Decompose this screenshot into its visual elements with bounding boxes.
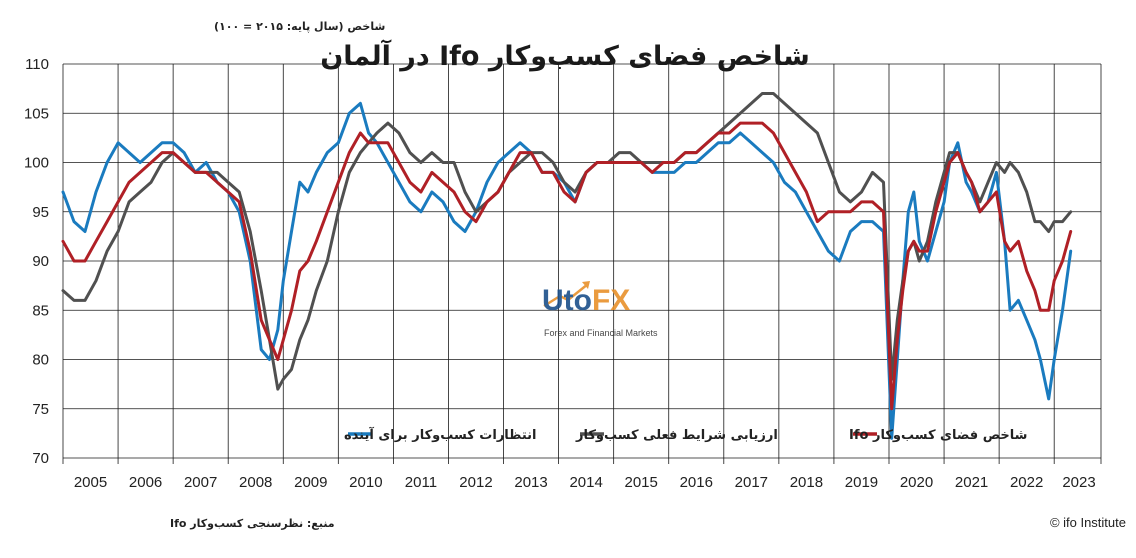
copyright-note: © ifo Institute — [1050, 515, 1126, 530]
y-tick-label: 80 — [32, 352, 49, 369]
watermark-arrow-icon — [543, 283, 589, 308]
x-tick-label: 2007 — [184, 474, 217, 491]
x-tick-label: 2009 — [294, 474, 327, 491]
utofx-watermark-logo: UtoFX Forex and Financial Markets — [542, 281, 658, 338]
y-tick-label: 95 — [32, 204, 49, 221]
x-tick-label: 2016 — [680, 474, 713, 491]
legend-label-expectations: انتظارات کسب‌وکار برای آینده — [344, 426, 537, 443]
x-tick-label: 2017 — [735, 474, 768, 491]
y-tick-label: 100 — [24, 155, 49, 172]
y-tick-label: 105 — [24, 105, 49, 122]
y-axis-unit-label: شاخص (سال پایه: ۲۰۱۵ = ۱۰۰) — [214, 20, 385, 33]
series-line-expectations — [61, 101, 1073, 440]
x-tick-label: 2005 — [74, 474, 107, 491]
x-tick-label: 2015 — [625, 474, 658, 491]
legend-label-climate: شاخص فضای کسب‌وکار Ifo — [849, 428, 1027, 443]
axes: 70 75 80 85 90 95 100 105 110 2005 2006 2007 2008 200… — [24, 56, 1096, 491]
x-tick-label: 2020 — [900, 474, 933, 491]
x-tick-label: 2012 — [459, 474, 492, 491]
watermark-accent-text: FX — [592, 284, 630, 317]
y-tick-label: 75 — [32, 401, 49, 418]
series-lines — [61, 92, 1073, 440]
legend-label-current: ارزیابی شرایط فعلی کسب‌وکار — [575, 428, 778, 443]
x-tick-label: 2006 — [129, 474, 162, 491]
x-tick-label: 2022 — [1010, 474, 1043, 491]
x-tick-label: 2018 — [790, 474, 823, 491]
source-note: منبع: نظرسنجی کسب‌وکار Ifo — [170, 517, 335, 530]
x-tick-label: 2008 — [239, 474, 272, 491]
svg-text:UtoFX: UtoFX — [542, 284, 630, 317]
legend: شاخص فضای کسب‌وکار Ifo ارزیابی شرایط فعلی… — [344, 426, 1027, 443]
x-tick-label: 2011 — [405, 474, 437, 491]
y-tick-label: 70 — [32, 450, 49, 467]
x-tick-label: 2014 — [569, 474, 602, 491]
gridlines — [62, 63, 1102, 464]
y-tick-label: 85 — [32, 302, 49, 319]
series-line-climate — [61, 121, 1073, 411]
y-tick-label: 110 — [25, 56, 49, 73]
chart-title: شاخص فضای کسب‌وکار Ifo در آلمان — [320, 39, 810, 72]
x-tick-label: 2010 — [349, 474, 382, 491]
watermark-main-text: Uto — [542, 284, 592, 317]
x-tick-label: 2013 — [514, 474, 547, 491]
x-tick-label: 2019 — [845, 474, 878, 491]
watermark-arrow-head-icon — [582, 281, 590, 289]
watermark-subtitle: Forex and Financial Markets — [544, 328, 658, 338]
y-tick-label: 90 — [32, 253, 49, 270]
x-tick-label: 2023 — [1062, 474, 1095, 491]
x-tick-label: 2021 — [955, 474, 988, 491]
